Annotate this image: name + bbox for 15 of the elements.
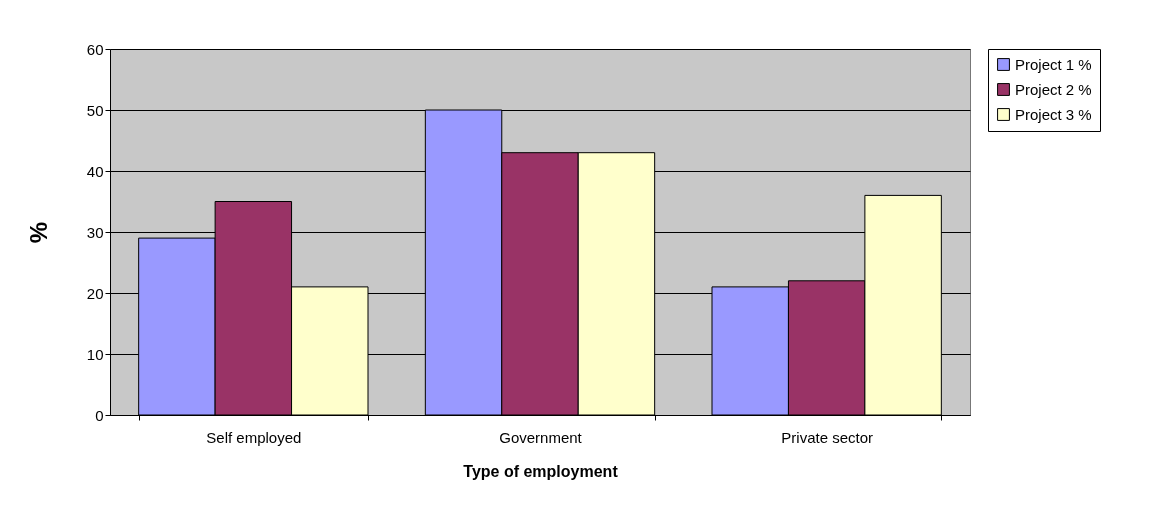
y-tick-label: 10	[86, 345, 104, 363]
y-axis-title: %	[24, 221, 52, 244]
legend-label: Project 2 %	[1015, 80, 1092, 98]
y-tick-label: 30	[86, 223, 104, 241]
y-tick-label: 40	[86, 162, 104, 180]
y-tick-label: 60	[86, 40, 104, 58]
x-tick-label: Private sector	[781, 428, 874, 446]
y-tick-label: 20	[86, 284, 104, 302]
x-tick-label: Government	[499, 428, 583, 446]
x-axis-title: Type of employment	[463, 462, 619, 480]
legend-label: Project 1 %	[1015, 55, 1092, 73]
y-tick-label: 0	[95, 406, 104, 424]
y-tick-label: 50	[86, 101, 104, 119]
legend-label: Project 3 %	[1015, 105, 1092, 123]
x-tick-label: Self employed	[206, 428, 302, 446]
